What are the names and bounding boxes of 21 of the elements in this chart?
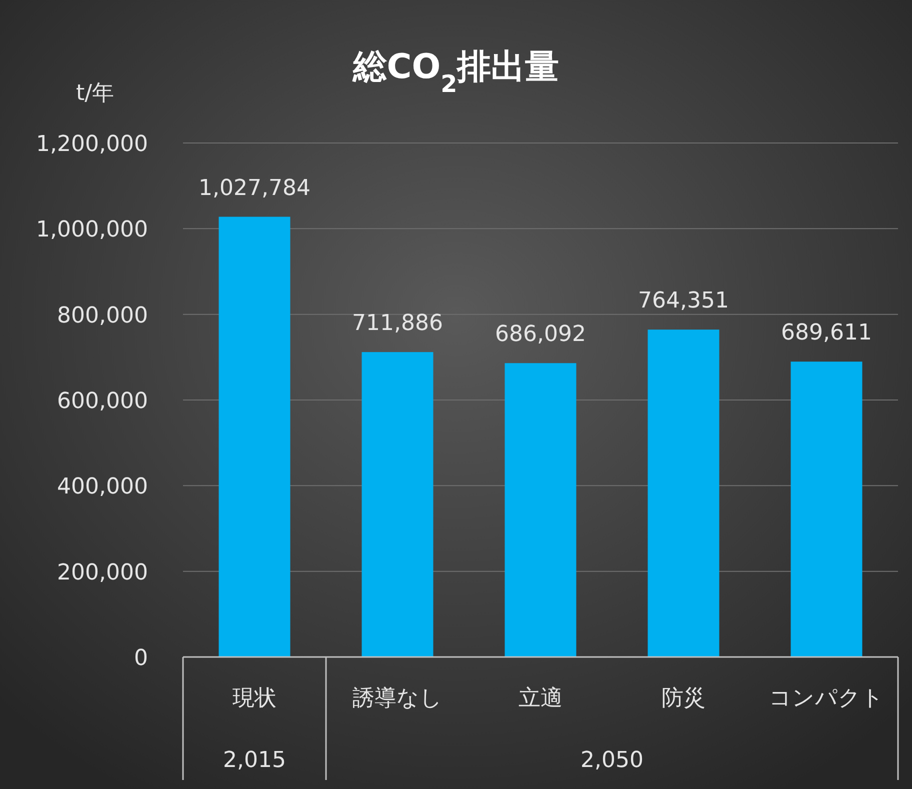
y-tick-label: 1,200,000	[36, 132, 148, 157]
x-tick-label: 現状	[232, 686, 276, 711]
text: 2,050	[580, 748, 644, 773]
x-tick-label: 誘導なし	[352, 686, 442, 711]
data-label: 764,351	[638, 288, 729, 314]
y-tick-label: 200,000	[57, 560, 148, 586]
data-label: 1,027,784	[198, 176, 310, 201]
y-tick-label: 0	[134, 646, 148, 671]
data-label: 686,092	[495, 322, 586, 348]
data-label: 689,611	[781, 320, 872, 346]
chart-title: 総CO$_{2}$排出量	[352, 47, 560, 98]
x-tick-label: 立適	[518, 686, 562, 711]
text: 2,015	[223, 748, 286, 773]
data-label: 711,886	[352, 311, 443, 336]
y-axis-title: t/年	[76, 81, 114, 106]
y-tick-label: 600,000	[57, 389, 148, 414]
y-tick-label: 800,000	[57, 303, 148, 328]
y-tick-label: 1,000,000	[36, 218, 148, 243]
x-tick-label: コンパクト	[769, 686, 884, 711]
x-tick-label: 防災	[662, 686, 706, 711]
y-tick-label: 400,000	[57, 474, 148, 500]
